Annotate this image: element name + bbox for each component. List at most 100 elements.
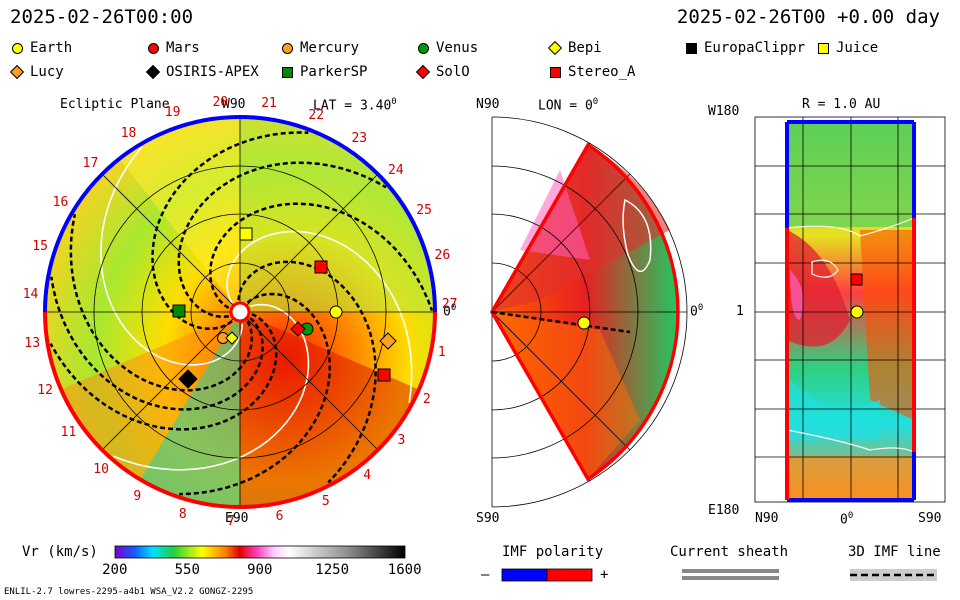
stereo-a-marker-radial [850,273,863,286]
legend-label: Mercury [300,40,360,56]
carrington-tick-17: 17 [82,156,99,172]
bepi-marker [225,331,239,345]
legend-marker-icon [818,43,829,54]
radial-x-right: S90 [918,511,942,526]
imf-positive-swatch [546,568,593,582]
meridional-lon-label: LON = 00 [538,97,599,114]
carrington-tick-10: 10 [93,461,109,477]
imf3d-label: 3D IMF line [848,544,941,560]
legend-label: SolO [436,64,470,80]
colorbar-tick-900: 900 [247,562,273,578]
colorbar-tick-550: 550 [174,562,200,578]
legend-marker-icon [686,43,697,54]
carrington-tick-20: 20 [212,94,229,110]
carrington-tick-24: 24 [388,163,404,179]
juice-marker [239,227,253,241]
legend-marker-icon [12,43,23,54]
carrington-tick-15: 15 [32,239,48,255]
earth-marker [329,305,343,319]
parkersp-marker [172,304,186,318]
radial-bottom-left: E180 [708,503,740,518]
osiris-apex-marker [178,369,198,389]
carrington-tick-19: 19 [164,105,181,121]
legend-label: Juice [836,40,879,56]
current-sheath-lines [100,146,413,471]
radial-panel [754,116,946,503]
velocity-colorbar [114,545,406,559]
ecliptic-right-label: 00 [443,303,457,320]
imf3d-swatch [850,569,937,581]
legend-label: ParkerSP [300,64,368,80]
mars-square-marker [377,368,391,382]
spiral-field-lines [49,131,434,496]
carrington-tick-8: 8 [178,507,187,523]
ecliptic-boundary-outward [43,115,437,313]
legend-marker-icon [282,67,293,78]
legend-label: Stereo_A [568,64,636,80]
lucy-marker [379,332,397,350]
ecliptic-lat-label: LAT = 3.400 [313,97,397,114]
radial-top-left: W180 [708,104,740,119]
radial-x-mid: 00 [840,511,854,528]
carrington-tick-12: 12 [37,382,53,398]
legend-label: Earth [30,40,73,56]
carrington-tick-22: 22 [308,108,325,124]
legend-marker-icon [550,67,561,78]
legend-label: Venus [436,40,479,56]
solo-marker [290,321,306,337]
colorbar-tick-1600: 1600 [387,562,422,578]
carrington-tick-18: 18 [120,125,137,141]
carrington-tick-1: 1 [437,345,446,361]
carrington-tick-6: 6 [275,509,284,525]
radial-x-left: N90 [755,511,779,526]
ecliptic-title: Ecliptic Plane [60,97,170,112]
carrington-tick-26: 26 [434,248,451,264]
meridional-bottom-label: S90 [476,511,500,526]
current-sheath-label: Current sheath [670,544,789,560]
ecliptic-markers [172,227,397,389]
header-time-right: 2025-02-26T00 +0.00 day [676,6,940,28]
carrington-tick-21: 21 [261,96,277,112]
ecliptic-bottom-label: E90 [225,511,249,526]
carrington-tick-11: 11 [60,425,77,441]
carrington-tick-27: 27 [441,296,458,312]
legend-marker-icon [148,43,159,54]
carrington-tick-9: 9 [133,489,142,505]
legend-label: Bepi [568,40,602,56]
legend-label: Lucy [30,64,64,80]
legend-label: EuropaClippr [704,40,806,56]
meridional-top-label: N90 [476,97,500,112]
ecliptic-boundary-inward [43,311,437,509]
carrington-tick-2: 2 [422,391,431,407]
carrington-tick-4: 4 [363,467,372,483]
ecliptic-top-label: W90 [222,97,246,112]
radial-title: R = 1.0 AU [802,97,881,112]
sun-marker [229,301,251,323]
carrington-tick-5: 5 [321,493,330,509]
legend-label: OSIRIS-APEX [166,64,259,80]
carrington-tick-16: 16 [52,194,69,210]
colorbar-tick-200: 200 [102,562,128,578]
header-time-left: 2025-02-26T00:00 [10,6,194,28]
carrington-tick-14: 14 [22,286,39,302]
carrington-tick-7: 7 [227,513,235,529]
colorbar-tick-1250: 1250 [315,562,350,578]
carrington-tick-13: 13 [24,335,41,351]
stereo-a-marker [314,260,328,274]
legend-label: Mars [166,40,200,56]
carrington-tick-25: 25 [416,203,432,219]
footer-model-info: ENLIL-2.7 lowres-2295-a4b1 WSA_V2.2 GONG… [4,587,254,597]
earth-marker-meridional [577,316,591,330]
meridional-right-label: 00 [690,303,704,320]
legend-marker-icon [282,43,293,54]
carrington-tick-23: 23 [351,131,368,147]
imf-plus-label: + [600,567,609,583]
carrington-tick-3: 3 [397,433,406,449]
imf-polarity-label: IMF polarity [502,544,604,560]
radial-mid-left: 1 [736,304,744,319]
legend-marker-icon [418,43,429,54]
imf-negative-swatch [501,568,548,582]
current-sheath-swatch [682,569,779,581]
colorbar-label: Vr (km/s) [22,544,98,560]
